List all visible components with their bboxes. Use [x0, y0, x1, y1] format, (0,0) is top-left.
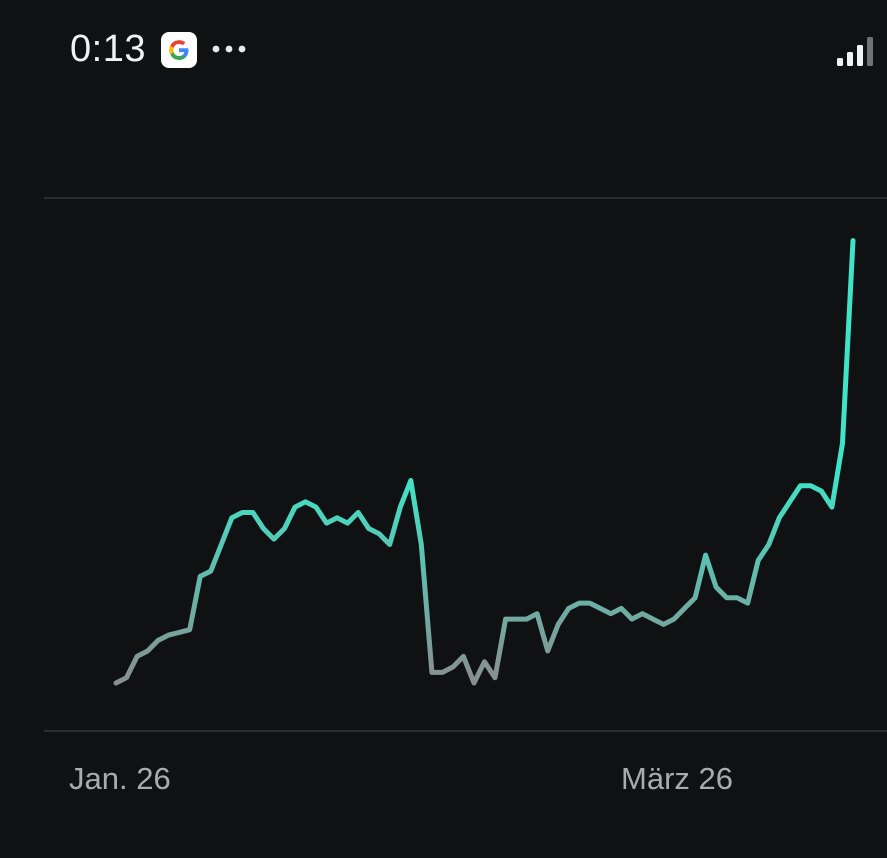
- series-line: [113, 238, 856, 686]
- signal-bars-icon: [837, 37, 873, 66]
- google-g-icon: [161, 32, 197, 68]
- status-time: 0:13: [70, 28, 146, 70]
- status-bar: 0:13: [0, 0, 887, 100]
- x-tick-label-maerz: März 26: [621, 761, 733, 796]
- x-tick-label-jan: Jan. 26: [69, 761, 171, 796]
- more-dots-icon: [212, 45, 246, 53]
- series-layer: [113, 238, 856, 686]
